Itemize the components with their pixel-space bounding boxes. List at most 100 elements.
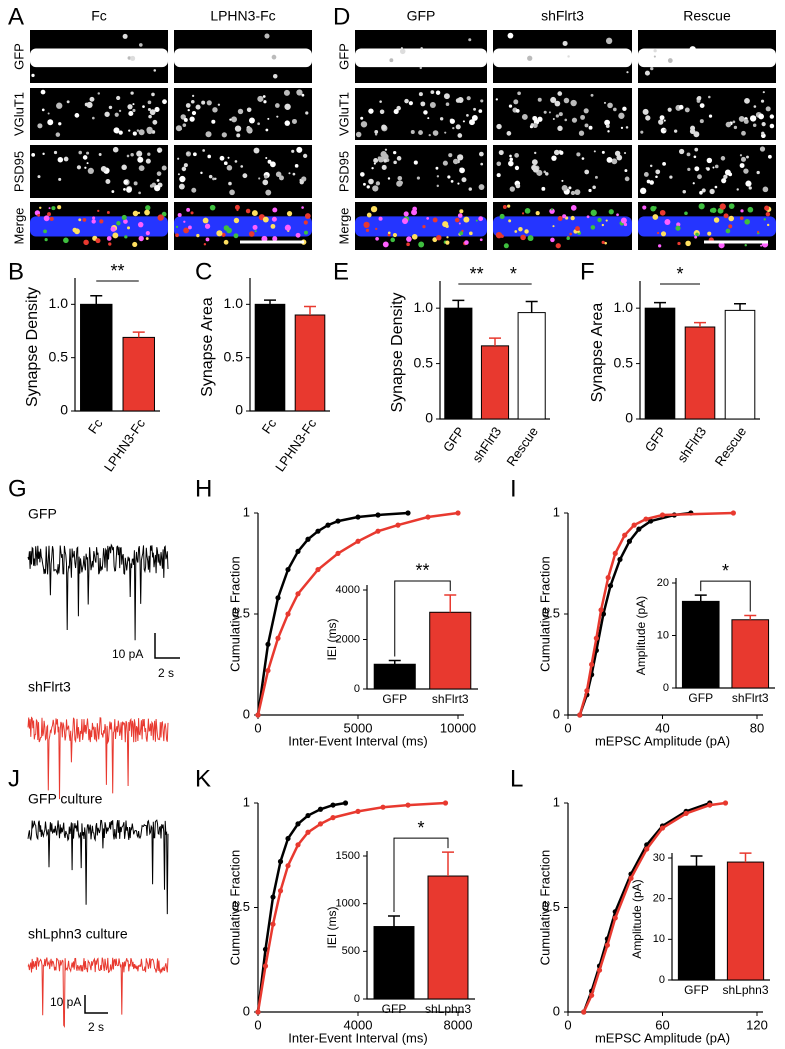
puncta bbox=[251, 210, 258, 217]
puncta bbox=[246, 107, 252, 113]
x-tick-label: 10000 bbox=[440, 720, 476, 735]
puncta bbox=[570, 190, 576, 196]
puncta bbox=[420, 101, 426, 107]
row-label: GFP bbox=[336, 43, 351, 70]
puncta bbox=[175, 233, 179, 238]
sig-stars: ** bbox=[470, 264, 484, 284]
puncta bbox=[682, 189, 686, 194]
puncta bbox=[515, 183, 521, 189]
point bbox=[643, 516, 649, 522]
puncta bbox=[531, 159, 538, 166]
trace bbox=[27, 543, 169, 641]
puncta bbox=[469, 119, 475, 126]
puncta bbox=[656, 231, 660, 235]
puncta bbox=[183, 163, 188, 168]
puncta bbox=[698, 203, 705, 210]
point bbox=[683, 810, 689, 817]
puncta bbox=[752, 123, 757, 128]
panel-letter: B bbox=[8, 258, 24, 285]
puncta bbox=[132, 131, 137, 136]
puncta bbox=[664, 128, 667, 131]
puncta bbox=[513, 99, 519, 105]
puncta bbox=[604, 241, 607, 245]
puncta bbox=[132, 108, 136, 113]
puncta bbox=[305, 111, 309, 115]
point bbox=[589, 992, 595, 998]
puncta bbox=[552, 225, 555, 228]
puncta bbox=[366, 185, 370, 189]
puncta bbox=[202, 217, 209, 224]
y-tick-label: 0 bbox=[625, 410, 633, 426]
x-tick-label: LPHN3-Fc bbox=[272, 416, 319, 475]
puncta bbox=[57, 156, 64, 163]
y-axis-title: Amplitude (pA) bbox=[634, 596, 648, 675]
scale-bar bbox=[84, 995, 108, 1014]
puncta bbox=[659, 209, 666, 216]
y-axis-title: Cumulative Fraction bbox=[537, 850, 552, 966]
x-tick-label: shLphn3 bbox=[722, 983, 768, 997]
x-tick-label: shFlrt3 bbox=[732, 691, 769, 705]
panel-letter: L bbox=[510, 765, 523, 792]
puncta bbox=[123, 188, 126, 191]
x-tick-label: GFP bbox=[382, 1002, 407, 1016]
puncta bbox=[84, 166, 87, 169]
y-tick-label: 4000 bbox=[336, 584, 360, 596]
sig-bracket bbox=[394, 580, 451, 657]
point bbox=[380, 804, 386, 810]
puncta bbox=[758, 113, 764, 120]
puncta bbox=[725, 121, 732, 128]
puncta bbox=[58, 122, 62, 126]
x-tick-label: GFP bbox=[688, 691, 713, 705]
puncta bbox=[443, 93, 450, 100]
puncta bbox=[42, 152, 45, 156]
puncta bbox=[301, 206, 304, 209]
puncta bbox=[137, 156, 144, 163]
puncta bbox=[479, 238, 483, 242]
puncta bbox=[550, 208, 553, 211]
puncta bbox=[49, 216, 54, 221]
puncta bbox=[564, 118, 568, 122]
point bbox=[315, 566, 321, 573]
bar bbox=[373, 926, 415, 1000]
dendrite bbox=[355, 48, 487, 68]
puncta bbox=[371, 166, 374, 170]
x-tick-label: Fc bbox=[259, 416, 280, 437]
point bbox=[622, 532, 628, 538]
puncta bbox=[177, 157, 180, 160]
puncta bbox=[223, 239, 229, 245]
row-label: VGluT1 bbox=[11, 92, 26, 136]
puncta bbox=[436, 234, 442, 241]
puncta bbox=[396, 105, 401, 111]
puncta bbox=[399, 48, 406, 55]
point bbox=[262, 946, 269, 952]
puncta bbox=[118, 130, 123, 135]
puncta bbox=[387, 231, 391, 235]
bar bbox=[677, 865, 716, 981]
puncta bbox=[607, 102, 613, 109]
puncta bbox=[532, 166, 539, 173]
point bbox=[317, 806, 324, 812]
puncta bbox=[123, 179, 129, 185]
puncta bbox=[498, 150, 504, 156]
puncta bbox=[179, 175, 186, 183]
puncta bbox=[527, 55, 533, 61]
puncta bbox=[502, 205, 507, 209]
puncta bbox=[132, 103, 135, 106]
puncta bbox=[154, 106, 160, 113]
puncta bbox=[276, 115, 279, 118]
puncta bbox=[603, 101, 606, 104]
puncta bbox=[739, 163, 745, 168]
puncta bbox=[106, 211, 110, 214]
error-bar bbox=[90, 295, 103, 305]
puncta bbox=[292, 172, 296, 176]
puncta bbox=[448, 153, 453, 158]
puncta bbox=[468, 38, 472, 42]
puncta bbox=[37, 175, 41, 179]
sig-bracket bbox=[700, 580, 751, 612]
puncta bbox=[263, 100, 267, 104]
puncta bbox=[248, 231, 255, 237]
puncta bbox=[663, 119, 666, 122]
cumulative-curve bbox=[256, 511, 459, 716]
puncta bbox=[574, 189, 581, 196]
puncta bbox=[761, 131, 765, 135]
